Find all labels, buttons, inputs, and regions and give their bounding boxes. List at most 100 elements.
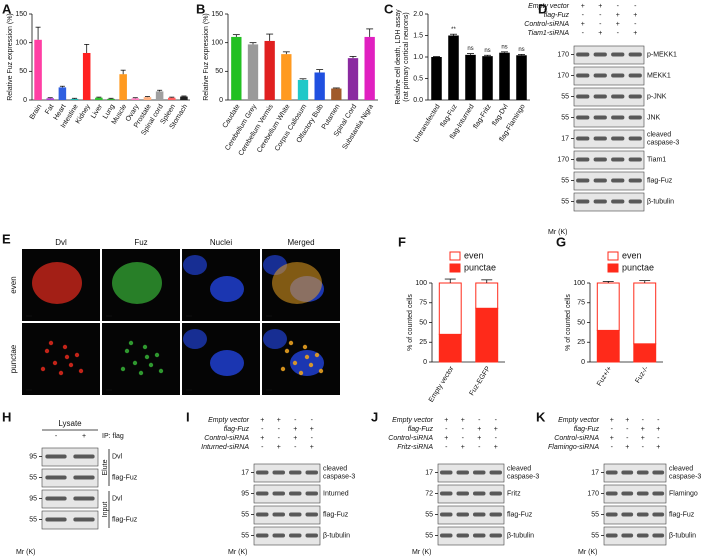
punctum	[132, 360, 138, 366]
marker-label: 55	[561, 114, 569, 121]
row-label: flag-Fuz	[112, 516, 138, 523]
group-label: Input	[102, 502, 109, 518]
condition-sign: +	[293, 426, 297, 433]
marker-label: 55	[561, 93, 569, 100]
band	[576, 199, 590, 204]
band	[305, 491, 319, 496]
bar-segment	[633, 282, 657, 345]
band	[439, 533, 453, 538]
significance: ns	[501, 44, 507, 50]
band	[472, 533, 486, 538]
condition-sign: -	[278, 435, 281, 442]
condition-label: Control-siRNA	[524, 21, 569, 28]
condition-sign: -	[642, 417, 645, 424]
y-tick-label: 0	[23, 97, 27, 104]
condition-sign: +	[598, 30, 602, 37]
band	[73, 454, 95, 459]
band	[593, 199, 607, 204]
band	[611, 178, 625, 183]
condition-sign: +	[293, 435, 297, 442]
y-tick-label: 75	[577, 300, 585, 307]
x-tick-label: Untransfected	[413, 103, 442, 144]
column-label: Merged	[287, 238, 314, 247]
y-tick-label: 0.0	[413, 97, 423, 104]
bar	[95, 97, 103, 100]
band	[305, 470, 319, 475]
y-tick-label: 0.5	[413, 75, 423, 82]
band	[45, 454, 67, 459]
legend-label: even	[464, 250, 484, 260]
band	[621, 491, 634, 496]
bar	[297, 79, 309, 100]
band	[605, 533, 618, 538]
condition-label: flag-Fuz	[574, 426, 600, 433]
marker-label: 95	[241, 490, 249, 497]
bar	[58, 87, 67, 100]
mr-label: Mr (K)	[578, 549, 597, 556]
band	[621, 533, 634, 538]
condition-sign: -	[611, 444, 614, 451]
band	[628, 157, 642, 162]
x-tick-label: Empty vector	[428, 365, 456, 404]
band	[272, 512, 286, 517]
y-tick-label: 50	[577, 319, 585, 326]
band	[621, 470, 634, 475]
blot-strip	[253, 505, 321, 525]
condition-label: Empty vector	[208, 417, 250, 424]
blot-strip	[573, 66, 645, 86]
band	[628, 73, 642, 78]
punctum	[74, 352, 80, 358]
panel-label: H	[2, 409, 11, 424]
panel-label: I	[186, 409, 190, 424]
mr-label: Mr (K)	[548, 229, 567, 236]
punctum	[284, 348, 290, 354]
band	[255, 512, 269, 517]
group-label: Elute	[102, 459, 109, 475]
y-axis-label: Relative Fuz expression (%)	[7, 13, 14, 101]
row-label: flag-Fuz	[647, 177, 673, 184]
row-label: Dvl	[112, 453, 123, 460]
band	[305, 533, 319, 538]
y-axis-label: % of counted cells	[407, 294, 414, 351]
cell	[32, 262, 82, 304]
band	[489, 512, 503, 517]
bar-segment	[596, 329, 620, 363]
band	[636, 512, 649, 517]
marker-label: 17	[591, 469, 599, 476]
legend-swatch	[607, 251, 619, 261]
band	[593, 52, 607, 57]
band	[593, 136, 607, 141]
row-label: punctae	[9, 344, 18, 373]
bar-segment	[633, 343, 657, 363]
condition-sign: -	[599, 12, 602, 19]
blot-strip	[603, 463, 667, 483]
x-tick-label: Fuz-/-	[634, 365, 650, 385]
marker-label: 55	[29, 516, 37, 523]
condition-sign: -	[626, 435, 629, 442]
nucleus	[183, 329, 207, 349]
cell	[272, 262, 322, 304]
cell	[112, 262, 162, 304]
bar	[364, 36, 375, 100]
condition-sign: -	[445, 444, 448, 451]
bar	[107, 98, 115, 100]
marker-label: 55	[561, 177, 569, 184]
band	[456, 470, 470, 475]
punctum	[154, 352, 160, 358]
punctum	[148, 362, 154, 368]
condition-label: IP: flag	[102, 433, 124, 440]
condition-sign: +	[444, 435, 448, 442]
band	[576, 136, 590, 141]
condition-label: Fritz-siRNA	[397, 444, 433, 451]
legend-label: punctae	[464, 262, 496, 272]
row-label: flag-Fuz	[112, 474, 138, 481]
band	[652, 470, 665, 475]
condition-sign: +	[641, 426, 645, 433]
bar	[247, 44, 259, 100]
condition-label: flag-Fuz	[224, 426, 250, 433]
significance: ns	[518, 47, 524, 53]
band	[593, 178, 607, 183]
y-tick-label: 0	[219, 97, 223, 104]
band	[576, 157, 590, 162]
band	[628, 178, 642, 183]
